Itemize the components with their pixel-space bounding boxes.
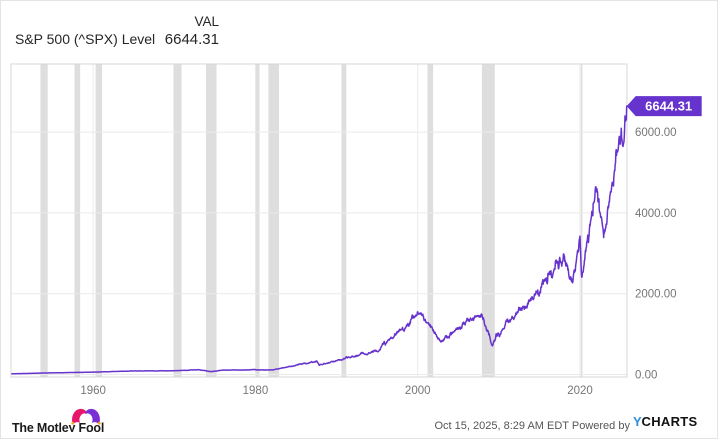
svg-text:2000: 2000	[405, 385, 431, 397]
svg-text:6000.00: 6000.00	[635, 127, 677, 139]
svg-text:1960: 1960	[80, 385, 106, 397]
svg-text:2000.00: 2000.00	[635, 289, 677, 301]
svg-text:2020: 2020	[567, 385, 593, 397]
svg-text:CHARTS: CHARTS	[642, 415, 698, 429]
svg-text:The Motley Fool: The Motley Fool	[12, 421, 104, 432]
svg-text:4000.00: 4000.00	[635, 208, 677, 220]
svg-text:0.00: 0.00	[635, 369, 657, 381]
svg-text:1980: 1980	[243, 385, 269, 397]
svg-text:6644.31: 6644.31	[645, 99, 692, 114]
